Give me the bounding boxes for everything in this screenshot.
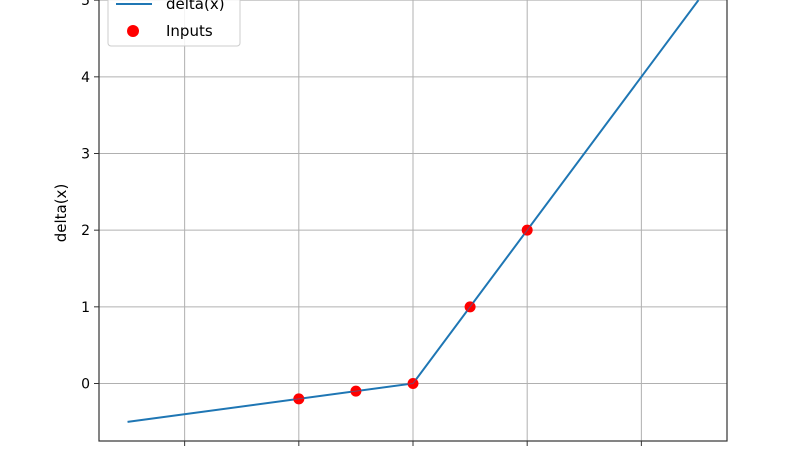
legend-label-inputs: Inputs — [166, 22, 213, 40]
legend-box — [107, 0, 241, 47]
legend-dot-swatch — [127, 25, 139, 37]
grid — [99, 0, 727, 441]
y-axis-label: delta(x) — [52, 184, 70, 243]
y-tick-label: 3 — [81, 147, 90, 163]
y-tick-label: 0 — [81, 377, 90, 393]
y-tick-label: 2 — [81, 223, 90, 239]
delta-line-overlay — [127, 0, 699, 423]
y-tick-label: 5 — [81, 0, 90, 9]
ticks: 0 1 2 3 4 5 — [81, 0, 642, 446]
y-tick-label: 1 — [81, 300, 90, 316]
y-tick-label: 4 — [81, 70, 90, 86]
series-layer — [127, 0, 700, 423]
legend: delta(x) Inputs — [107, 0, 241, 47]
legend-label-line: delta(x) — [166, 0, 225, 13]
